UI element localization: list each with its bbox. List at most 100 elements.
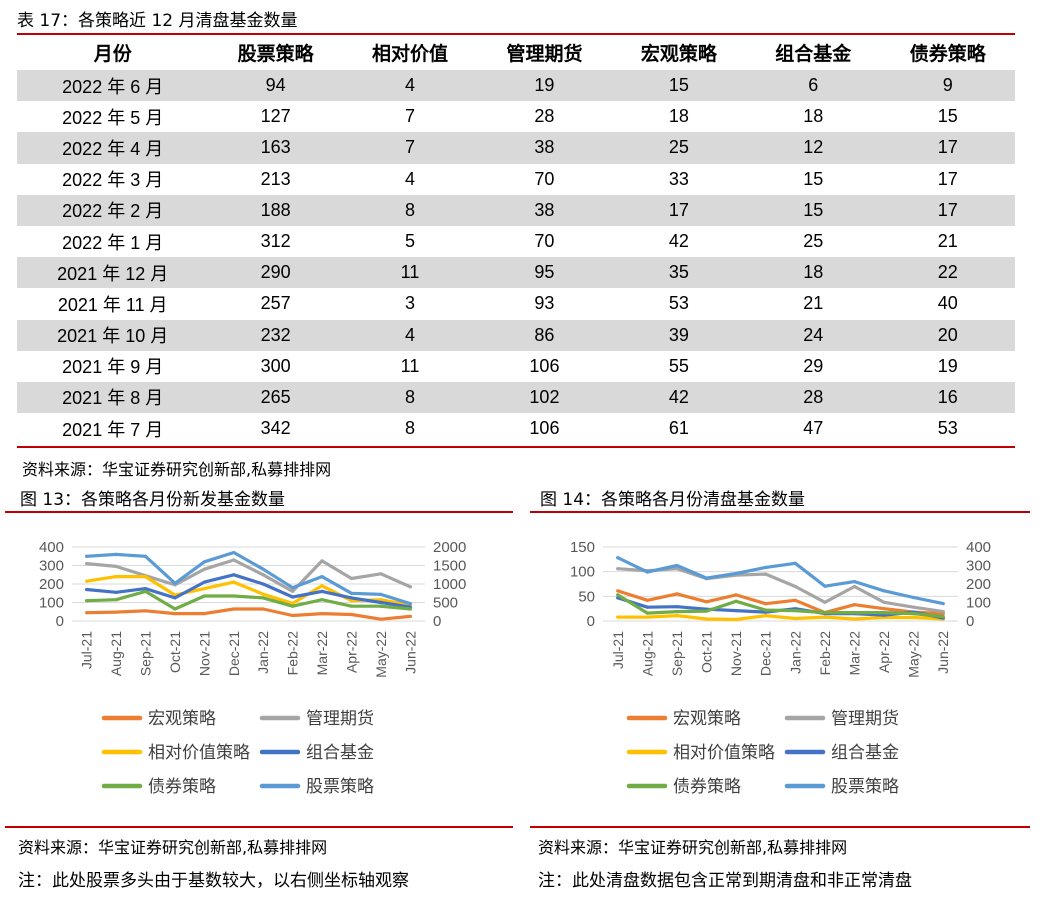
table-cell: 4 xyxy=(342,70,478,102)
data-point xyxy=(912,615,916,620)
data-point xyxy=(85,599,89,603)
data-point xyxy=(143,575,148,579)
data-point xyxy=(173,596,177,600)
data-point xyxy=(379,600,383,605)
table-row: 2022 年 3 月 213 4 70 33 15 17 xyxy=(17,164,1015,195)
data-point xyxy=(852,611,857,615)
x-tick-label: Nov-21 xyxy=(196,631,212,676)
data-point xyxy=(764,565,768,569)
table-cell: 2022 年 3 月 xyxy=(62,170,164,191)
y-left-tick-label: 0 xyxy=(587,613,595,630)
table-cell: 86 xyxy=(477,319,612,351)
x-tick-label: Feb-22 xyxy=(285,631,301,676)
x-tick-label: Apr-22 xyxy=(876,631,892,673)
x-tick-label: Mar-22 xyxy=(314,631,330,676)
data-point xyxy=(645,570,649,574)
data-point xyxy=(912,612,916,616)
data-point xyxy=(764,608,768,612)
table-row: 2022 年 2 月 188 8 38 17 15 17 xyxy=(17,194,1015,226)
table-cell: 38 xyxy=(477,132,612,164)
data-point xyxy=(291,601,295,606)
table-cell: 47 xyxy=(803,418,824,439)
data-point xyxy=(379,598,383,602)
table-cell: 15 xyxy=(611,70,747,102)
data-point xyxy=(704,576,709,580)
data-point xyxy=(704,600,709,604)
table-cell: 18 xyxy=(746,257,881,289)
data-point xyxy=(408,614,412,618)
data-point xyxy=(675,613,679,618)
table-cell: 15 xyxy=(937,106,958,127)
data-point xyxy=(616,567,620,571)
data-point xyxy=(114,610,118,614)
series-line xyxy=(85,589,412,611)
table-cell: 55 xyxy=(668,355,689,376)
header-month: 月份 xyxy=(93,44,132,65)
table-caption: 表 17：各策略近 12 月清盘基金数量 xyxy=(17,11,298,31)
header-equity: 股票策略 xyxy=(237,44,314,65)
y-right-tick-label: 200 xyxy=(966,576,991,593)
table-cell: 290 xyxy=(208,257,343,289)
data-point xyxy=(793,561,797,565)
table-cell: 213 xyxy=(260,168,291,189)
data-point xyxy=(616,615,620,619)
data-point xyxy=(852,603,857,607)
table-cell: 265 xyxy=(208,381,343,414)
data-point xyxy=(616,593,620,597)
table-cell: 61 xyxy=(668,418,689,439)
x-tick-label: Apr-22 xyxy=(343,631,359,673)
data-point xyxy=(379,604,383,608)
x-tick-label: Sep-21 xyxy=(669,631,685,676)
data-point xyxy=(882,611,886,615)
data-point xyxy=(349,604,354,608)
series-line xyxy=(85,607,412,621)
series-line xyxy=(85,574,412,607)
data-point xyxy=(320,589,324,593)
data-point xyxy=(232,580,236,584)
table-bottom-rule xyxy=(17,446,1015,448)
data-point xyxy=(291,604,295,608)
table-cell: 9 xyxy=(880,70,1015,102)
table-cell: 2021 年 11 月 xyxy=(57,294,168,315)
table-row: 2021 年 10 月 232 4 86 39 24 20 xyxy=(17,319,1015,351)
figure13-source: 资料来源：华宝证券研究创新部,私募排排网 xyxy=(18,838,328,857)
table-cell: 19 xyxy=(937,355,958,376)
data-point xyxy=(734,599,738,603)
data-point xyxy=(734,609,738,613)
data-point xyxy=(202,594,206,598)
data-point xyxy=(793,584,797,589)
data-point xyxy=(852,579,857,584)
y-right-tick-label: 1000 xyxy=(433,576,466,593)
table-cell: 312 xyxy=(260,231,291,252)
figure13-top-rule xyxy=(5,511,513,513)
x-tick-label: Aug-21 xyxy=(639,631,655,676)
figure13-bottom-rule xyxy=(5,826,513,828)
data-point xyxy=(232,558,236,562)
data-point xyxy=(793,609,797,613)
table-cell: 17 xyxy=(880,194,1015,226)
data-point xyxy=(704,609,709,613)
legend-label: 相对价值策略 xyxy=(673,743,775,762)
data-point xyxy=(261,607,265,611)
x-tick-label: Sep-21 xyxy=(138,631,154,676)
data-point xyxy=(143,589,148,593)
data-point xyxy=(734,571,738,576)
x-tick-label: Dec-21 xyxy=(758,631,774,676)
data-point xyxy=(408,607,412,611)
data-point xyxy=(261,596,265,600)
table-row: 2021 年 11 月 257 3 93 53 21 40 xyxy=(17,288,1015,319)
table-cell: 3 xyxy=(405,293,416,314)
table-cell: 18 xyxy=(803,106,824,127)
table-cell: 95 xyxy=(477,257,612,289)
table-cell: 70 xyxy=(534,231,555,252)
y-left-tick-label: 300 xyxy=(39,558,64,575)
data-point xyxy=(823,584,827,588)
table-cell: 106 xyxy=(529,355,560,376)
data-point xyxy=(291,586,295,590)
y-left-tick-label: 150 xyxy=(570,539,595,556)
table-cell: 21 xyxy=(937,231,958,252)
data-point xyxy=(852,584,857,589)
data-point xyxy=(764,613,768,618)
table-cell: 8 xyxy=(405,418,416,439)
